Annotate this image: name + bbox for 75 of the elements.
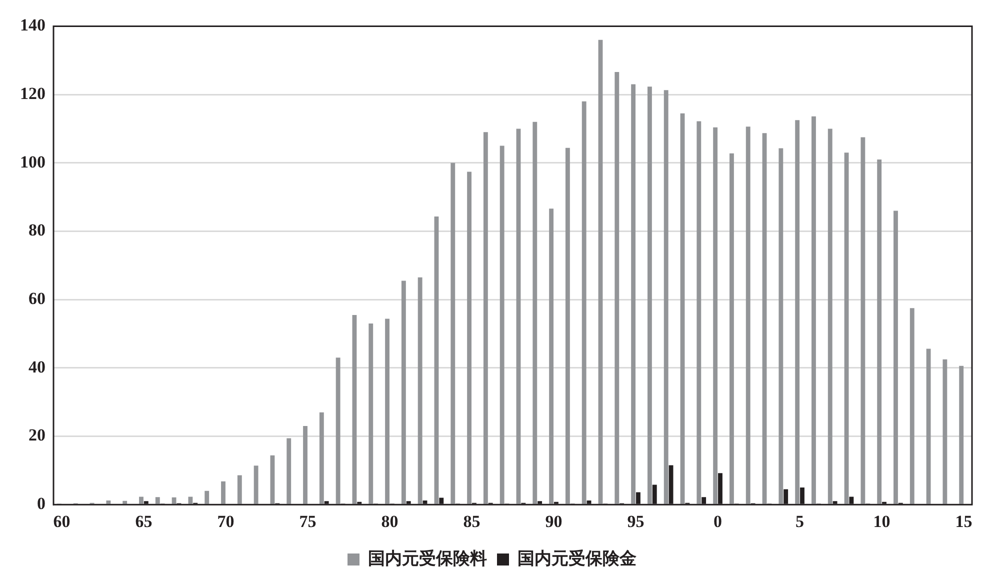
y-tick-label: 60 xyxy=(28,288,46,308)
bar xyxy=(385,318,390,504)
bar xyxy=(483,132,488,504)
y-tick-label: 0 xyxy=(37,494,46,513)
bar xyxy=(254,466,258,504)
bar xyxy=(221,481,226,504)
bar xyxy=(368,323,374,504)
bar xyxy=(598,40,603,504)
bar xyxy=(122,500,128,504)
bar xyxy=(664,90,668,504)
bar xyxy=(942,359,948,504)
bar xyxy=(926,348,931,504)
bar xyxy=(647,86,652,504)
y-tick-label: 80 xyxy=(28,220,46,240)
x-tick-label: 60 xyxy=(53,512,70,532)
x-tick-label: 90 xyxy=(545,512,562,532)
bar xyxy=(910,308,914,504)
bar xyxy=(582,101,586,504)
bar xyxy=(680,113,685,504)
bar xyxy=(434,216,439,504)
bar xyxy=(106,500,111,504)
bar xyxy=(139,496,144,504)
bar xyxy=(352,314,357,504)
bar xyxy=(155,497,160,504)
x-tick-label: 75 xyxy=(299,512,316,532)
x-tick-label: 65 xyxy=(135,512,152,532)
x-tick-label: 10 xyxy=(873,512,890,532)
legend-label: 国内元受保険金 xyxy=(518,548,636,569)
x-tick-label: 0 xyxy=(714,512,722,532)
y-tick-label: 20 xyxy=(28,426,46,445)
x-tick-label: 95 xyxy=(627,512,644,532)
bar xyxy=(319,412,324,504)
bar xyxy=(450,162,456,504)
bar xyxy=(303,426,308,504)
bar xyxy=(828,128,832,504)
y-tick-label: 40 xyxy=(28,357,46,376)
bar xyxy=(762,133,767,504)
bar xyxy=(549,208,554,504)
bar xyxy=(614,72,620,504)
bar xyxy=(631,84,636,504)
x-tick-label: 15 xyxy=(955,512,972,532)
bar xyxy=(696,121,702,504)
y-tick-label: 140 xyxy=(20,16,46,35)
bar xyxy=(860,137,866,504)
bar xyxy=(565,148,570,504)
bar xyxy=(237,475,242,504)
bar xyxy=(500,146,504,504)
bar xyxy=(204,490,210,504)
y-tick-label: 100 xyxy=(20,152,46,172)
bar xyxy=(516,128,521,504)
bar xyxy=(844,152,849,504)
bar xyxy=(894,210,898,504)
x-tick-label: 85 xyxy=(463,512,480,532)
bar xyxy=(418,277,422,504)
bar xyxy=(877,159,882,504)
bar xyxy=(467,172,472,504)
legend-label: 国内元受保険料 xyxy=(368,548,487,569)
bar xyxy=(730,153,734,504)
y-tick-label: 120 xyxy=(20,84,46,103)
x-tick-label: 5 xyxy=(796,512,804,532)
x-tick-label: 80 xyxy=(381,512,398,532)
bar xyxy=(401,280,406,504)
x-tick-label: 70 xyxy=(217,512,234,532)
bar xyxy=(270,455,275,504)
bar xyxy=(188,496,193,504)
bar xyxy=(336,358,340,504)
bar xyxy=(286,438,292,504)
bar xyxy=(532,122,538,504)
bar xyxy=(778,148,784,504)
bar xyxy=(713,127,718,504)
bar xyxy=(812,116,816,504)
bar xyxy=(746,126,750,504)
bar xyxy=(959,366,964,504)
bar xyxy=(172,497,176,504)
bar xyxy=(795,120,800,504)
